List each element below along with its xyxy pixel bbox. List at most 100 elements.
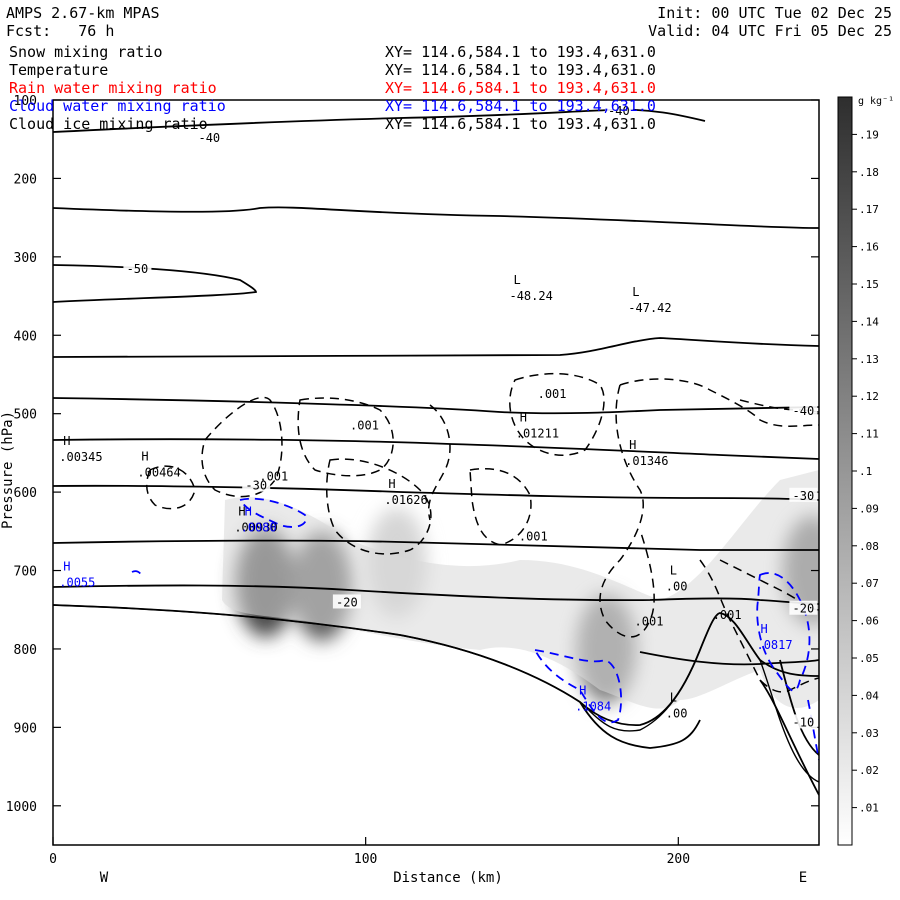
y-tick-label-8: 900 <box>14 721 37 736</box>
colorbar-label-13: .14 <box>859 315 879 328</box>
ice-contour-label-4: .001 <box>635 614 664 628</box>
colorbar-label-0: .01 <box>859 802 879 815</box>
ice-contour-label-0: .001 <box>350 418 379 432</box>
y-tick-label-1: 200 <box>14 172 37 187</box>
y-tick-label-6: 700 <box>14 565 37 580</box>
extrema-labels: L -48.24 L -47.42 H .01211 H .01346 H .00345 H .004… <box>59 273 792 720</box>
x-tick-label-1: 100 <box>354 852 377 867</box>
x-axis-west-label: W <box>100 870 109 886</box>
colorbar: .01 .02 .03 .04 .05 .06 .07 .08 .09 .1 .11 .12 .13 .1… <box>837 96 894 846</box>
temp-label-bg-2 <box>123 261 152 276</box>
field-name-rain: Rain water mixing ratio <box>9 79 217 97</box>
temp-contour-label-4: -30 <box>245 479 267 493</box>
colorbar-label-8: .09 <box>859 502 879 515</box>
temp-label-bg-7 <box>789 600 818 615</box>
colorbar-label-3: .04 <box>859 689 879 702</box>
extremum-value-1: -47.42 <box>628 301 671 315</box>
forecast-hour: Fcst: 76 h <box>6 22 115 40</box>
extremum-marker-5: H <box>141 450 148 464</box>
y-axis-title: Pressure (hPa) <box>0 411 16 529</box>
y-tick-label-3: 400 <box>14 329 37 344</box>
colorbar-label-6: .07 <box>859 577 879 590</box>
colorbar-label-2: .03 <box>859 727 879 740</box>
extremum-value-2: .01211 <box>516 426 559 440</box>
extremum-value-10: .1084 <box>575 699 611 713</box>
field-name-snow: Snow mixing ratio <box>9 43 163 61</box>
temp-contour-label-1: -40 <box>608 104 630 118</box>
temp-contour-label-6: -20 <box>336 595 358 609</box>
colorbar-label-14: .15 <box>859 278 879 291</box>
y-tick-label-0: 100 <box>14 94 37 109</box>
colorbar-label-9: .1 <box>859 465 872 478</box>
temp-contour-label-5: -30 <box>793 489 815 503</box>
extremum-marker-6: H <box>388 477 395 491</box>
extremum-value-3: .01346 <box>625 454 668 468</box>
extremum-value-11: .0817 <box>756 638 792 652</box>
temp-contour-label-7: -20 <box>793 602 815 616</box>
temp-label-bg-8 <box>789 714 818 729</box>
colorbar-label-10: .11 <box>859 428 879 441</box>
init-time: Init: 00 UTC Tue 02 Dec 25 <box>657 4 892 22</box>
colorbar-label-16: .17 <box>859 203 879 216</box>
temp-contour-label-3: -40 <box>793 404 815 418</box>
colorbar-label-1: .02 <box>859 764 879 777</box>
x-tick-label-2: 200 <box>667 852 690 867</box>
cloud-water-contours <box>131 497 819 761</box>
extremum-marker-12: L <box>670 563 677 577</box>
extremum-value-8: .0080 <box>241 520 277 534</box>
temp-label-bg-6 <box>332 594 361 609</box>
temp-label-bg-5 <box>789 487 818 502</box>
colorbar-label-5: .06 <box>859 615 879 628</box>
colorbar-bar <box>837 96 853 846</box>
snow-light-area <box>222 470 819 709</box>
extremum-value-9: .0055 <box>59 575 95 589</box>
x-axis-title: Distance (km) <box>393 870 503 886</box>
extremum-value-7: .00930 <box>234 520 277 534</box>
extremum-marker-13: L <box>670 690 677 704</box>
colorbar-label-4: .05 <box>859 652 879 665</box>
extremum-marker-9: H <box>63 559 70 573</box>
field-xy-temperature: XY= 114.6,584.1 to 193.4,631.0 <box>385 61 656 79</box>
extremum-marker-4: H <box>63 434 70 448</box>
extremum-value-6: .01626 <box>384 493 427 507</box>
cloud-ice-contours <box>145 372 819 693</box>
field-name-temperature: Temperature <box>9 61 109 79</box>
colorbar-label-18: .19 <box>859 128 879 141</box>
extremum-value-13: .00 <box>666 706 688 720</box>
extremum-value-5: .00464 <box>137 466 180 480</box>
y-tick-label-9: 1000 <box>6 800 37 815</box>
ice-contour-label-2: .001 <box>538 387 567 401</box>
colorbar-label-12: .13 <box>859 353 879 366</box>
extremum-marker-1: L <box>632 285 639 299</box>
terrain-line <box>53 604 819 783</box>
extremum-marker-0: L <box>513 273 520 287</box>
temp-label-bg-0 <box>195 130 224 145</box>
temp-label-bg-1 <box>604 102 633 117</box>
ice-contour-label-1: .001 <box>259 469 288 483</box>
colorbar-label-11: .12 <box>859 390 879 403</box>
y-tick-label-7: 800 <box>14 643 37 658</box>
axes: 100 200 300 400 500 600 700 800 900 1000 0 100 200 <box>6 94 819 867</box>
temp-label-bg-3 <box>789 403 818 418</box>
temp-contour-label-8: -10 <box>793 715 815 729</box>
field-xy-rain: XY= 114.6,584.1 to 193.4,631.0 <box>385 79 656 97</box>
temp-contour-label-2: -50 <box>127 262 149 276</box>
valid-time: Valid: 04 UTC Fri 05 Dec 25 <box>648 22 892 40</box>
temp-label-bg-4 <box>242 477 271 492</box>
ice-contour-label-3: .001 <box>519 530 548 544</box>
x-axis-east-label: E <box>799 870 807 886</box>
ice-contour-label-5: .001 <box>713 608 742 622</box>
colorbar-unit: g kg⁻¹ <box>858 96 894 107</box>
field-name-cloud-ice: Cloud ice mixing ratio <box>9 115 208 133</box>
extremum-value-0: -48.24 <box>509 289 552 303</box>
extremum-value-4: .00345 <box>59 450 102 464</box>
colorbar-label-7: .08 <box>859 540 879 553</box>
colorbar-label-17: .18 <box>859 166 879 179</box>
extremum-marker-10: H <box>579 683 586 697</box>
extremum-marker-7: H <box>238 504 245 518</box>
temp-contour-label-0: -40 <box>198 131 220 145</box>
y-tick-label-5: 600 <box>14 486 37 501</box>
x-tick-label-0: 0 <box>49 852 57 867</box>
extremum-marker-2: H <box>520 410 527 424</box>
